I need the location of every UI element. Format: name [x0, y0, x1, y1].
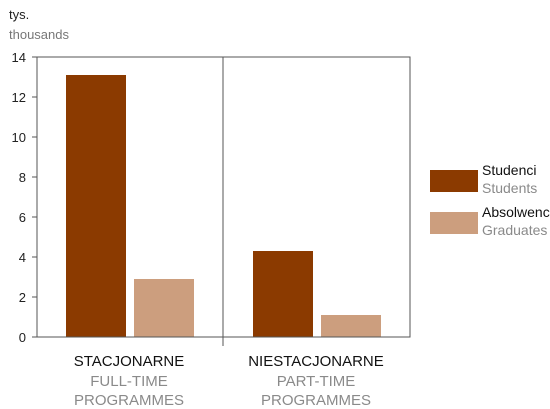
category-label-1-en-line2: PROGRAMMES — [74, 392, 184, 409]
y-tick-label: 2 — [19, 290, 26, 305]
legend-label-students: Students — [482, 180, 537, 196]
legend: Studenci Students Absolwenci Graduates — [430, 162, 550, 238]
category-label-2-en-line1: PART-TIME — [277, 373, 356, 390]
bars — [66, 75, 381, 337]
bar-absolwenci-stacjonarne — [134, 279, 194, 337]
category-label-1-en-line1: FULL-TIME — [90, 373, 168, 390]
unit-label: tys. — [9, 7, 29, 22]
y-tick-label: 6 — [19, 210, 26, 225]
y-tick-label: 0 — [19, 330, 26, 345]
category-label-1: STACJONARNE — [74, 353, 185, 370]
legend-label-absolwenci: Absolwenci — [482, 204, 550, 220]
y-tick-label: 4 — [19, 250, 26, 265]
legend-swatch-studenci — [430, 170, 478, 192]
category-label-2-en-line2: PROGRAMMES — [261, 392, 371, 409]
legend-label-graduates: Graduates — [482, 222, 547, 238]
y-tick-label: 8 — [19, 170, 26, 185]
bar-studenci-niestacjonarne — [253, 251, 313, 337]
x-axis-labels: STACJONARNE FULL-TIME PROGRAMMES NIESTAC… — [74, 353, 384, 409]
unit-label-en: thousands — [9, 27, 69, 42]
y-axis-ticks: 0 2 4 6 8 10 12 14 — [12, 50, 37, 345]
y-tick-label: 12 — [12, 90, 26, 105]
legend-swatch-absolwenci — [430, 212, 478, 234]
y-tick-label: 10 — [12, 130, 26, 145]
bar-absolwenci-niestacjonarne — [321, 315, 381, 337]
category-label-2: NIESTACJONARNE — [248, 353, 384, 370]
bar-studenci-stacjonarne — [66, 75, 126, 337]
legend-label-studenci: Studenci — [482, 162, 536, 178]
y-tick-label: 14 — [12, 50, 26, 65]
